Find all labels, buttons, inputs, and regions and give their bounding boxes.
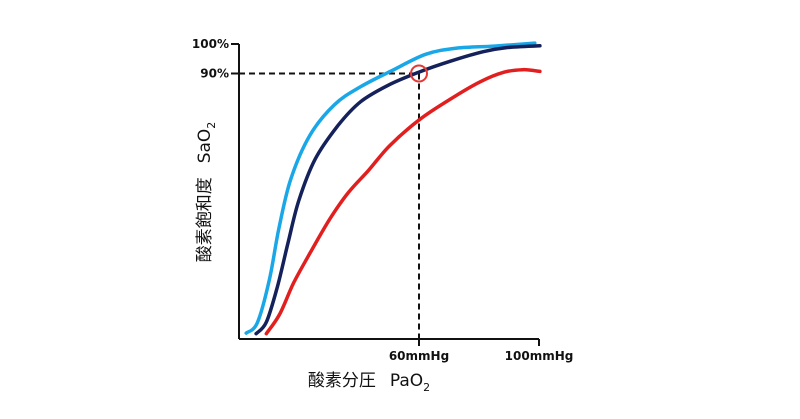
x-axis-title: 酸素分圧 PaO2 (308, 371, 430, 394)
x-axis-title-var: PaO (390, 371, 423, 391)
y-axis-title: 酸素飽和度 SaO2 (195, 122, 218, 263)
x-tick-group: 60mmHg 100mmHg (389, 339, 574, 363)
series-line-normal (254, 44, 542, 336)
y-axis-title-var: SaO (195, 129, 215, 164)
marker-group (410, 64, 428, 83)
x-axis-title-main: 酸素分圧 (308, 371, 376, 391)
y-axis-title-subscript: 2 (205, 122, 218, 129)
intersection-marker (410, 64, 428, 83)
series-group (244, 41, 542, 336)
y-tick-group: 100% 90% (192, 37, 239, 81)
x-tick-label: 60mmHg (389, 349, 449, 363)
series-line-right-shift (264, 67, 542, 336)
y-axis-title-main: 酸素飽和度 (195, 177, 215, 262)
y-tick-label: 90% (200, 67, 229, 81)
x-tick-label: 100mmHg (505, 349, 574, 363)
series-line-left-shift (244, 41, 537, 335)
x-axis-title-subscript: 2 (423, 381, 430, 394)
y-tick-label: 100% (192, 37, 229, 51)
